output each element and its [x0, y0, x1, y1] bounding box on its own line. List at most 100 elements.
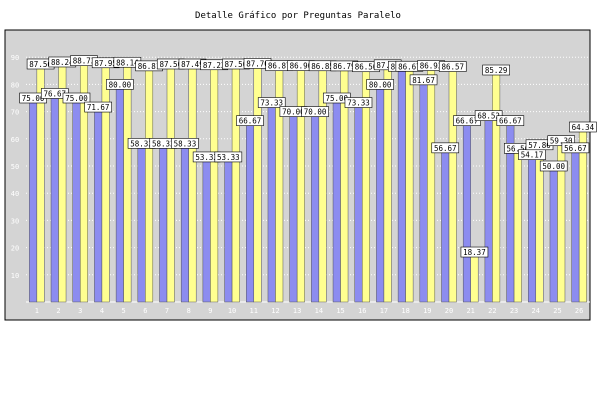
- y-tick-label: 90: [11, 54, 19, 62]
- x-tick-label: 4: [100, 307, 104, 315]
- value-label: 70.00: [304, 108, 327, 117]
- y-tick-label: 60: [11, 136, 19, 144]
- value-label: 54.17: [521, 151, 544, 160]
- bar-series-1: [202, 156, 211, 303]
- bar-series-2: [470, 251, 479, 303]
- value-label-box: [236, 115, 264, 126]
- value-label: 88.73: [73, 57, 96, 66]
- bar-series-2: [578, 126, 587, 303]
- value-label: 87.49: [181, 60, 204, 69]
- value-label: 71.67: [87, 103, 110, 112]
- x-tick-label: 19: [423, 307, 431, 315]
- bar-series-1: [115, 84, 124, 303]
- x-tick-label: 1: [35, 307, 39, 315]
- x-tick-label: 24: [532, 307, 540, 315]
- x-tick-label: 5: [122, 307, 126, 315]
- bar-series-1: [332, 97, 341, 303]
- value-label: 87.22: [203, 61, 226, 70]
- value-label: 66.67: [456, 117, 479, 126]
- bar-series-1: [397, 66, 406, 303]
- x-tick-label: 25: [553, 307, 561, 315]
- value-label-box: [344, 97, 373, 108]
- x-tick-label: 11: [250, 307, 258, 315]
- bar-series-1: [289, 111, 298, 303]
- bar-series-1: [29, 97, 38, 303]
- bar-series-1: [376, 84, 385, 303]
- bar-series-1: [94, 106, 103, 303]
- value-label: 75.00: [65, 94, 88, 103]
- value-label: 56.67: [564, 144, 587, 153]
- value-label: 86.57: [441, 63, 464, 72]
- value-label-box: [84, 101, 112, 113]
- bar-series-2: [448, 66, 457, 303]
- value-label: 87.50: [225, 60, 248, 69]
- value-label: 80.00: [369, 80, 392, 89]
- value-label: 56.67: [434, 144, 457, 153]
- value-label: 75.00: [22, 94, 45, 103]
- value-label: 86.93: [420, 62, 443, 71]
- value-label: 73.33: [260, 99, 283, 108]
- value-label-box: [438, 61, 467, 72]
- x-tick-label: 7: [165, 307, 169, 315]
- bar-series-1: [354, 102, 363, 303]
- value-label-box: [561, 142, 590, 154]
- bar-series-2: [101, 62, 110, 303]
- x-tick-label: 13: [293, 307, 301, 315]
- value-label-box: [496, 115, 525, 126]
- x-tick-label: 14: [315, 307, 323, 315]
- value-label-box: [547, 135, 576, 147]
- x-tick-label: 2: [56, 307, 60, 315]
- bar-series-2: [513, 148, 522, 303]
- bar-series-2: [123, 62, 132, 303]
- value-label-box: [569, 121, 597, 133]
- y-tick-label: 30: [11, 217, 19, 225]
- value-label-box: [171, 138, 199, 149]
- bar-series-1: [311, 111, 320, 303]
- value-label-box: [460, 246, 489, 258]
- value-label-box: [62, 92, 91, 104]
- value-label-box: [106, 79, 134, 90]
- value-label: 87.50: [29, 60, 52, 69]
- y-tick-label: 10: [11, 272, 19, 280]
- value-label: 86.87: [268, 62, 291, 71]
- value-label: 87.95: [94, 59, 117, 68]
- value-label: 85.29: [485, 66, 508, 75]
- y-tick-label: 40: [11, 190, 19, 198]
- bar-series-1: [246, 120, 255, 303]
- value-label: 70.00: [282, 108, 305, 117]
- value-label: 57.80: [528, 141, 551, 150]
- value-label-box: [214, 151, 243, 163]
- value-label: 88.14: [116, 58, 139, 67]
- bar-series-1: [224, 156, 233, 303]
- value-label: 18.37: [463, 248, 486, 257]
- x-tick-label: 10: [228, 307, 236, 315]
- value-label: 68.52: [477, 112, 500, 121]
- bar-series-2: [383, 64, 392, 303]
- bar-series-1: [528, 154, 537, 303]
- bar-series-1: [180, 143, 189, 303]
- bar-series-2: [145, 65, 154, 303]
- chart-title: Detalle Gráfico por Preguntas Paralelo: [195, 11, 401, 21]
- value-label: 53.33: [195, 153, 218, 162]
- value-label: 86.81: [138, 62, 161, 71]
- x-tick-label: 20: [445, 307, 453, 315]
- value-label: 86.79: [333, 62, 356, 71]
- x-tick-label: 22: [488, 307, 496, 315]
- x-tick-label: 15: [336, 307, 344, 315]
- x-tick-label: 17: [380, 307, 388, 315]
- y-tick-label: 70: [11, 109, 19, 117]
- x-tick-label: 9: [208, 307, 212, 315]
- x-tick-label: 23: [510, 307, 518, 315]
- value-label-box: [539, 160, 568, 172]
- bar-series-2: [492, 69, 501, 303]
- value-label: 76.67: [43, 89, 66, 98]
- bar-series-2: [166, 63, 175, 303]
- value-label: 58.33: [130, 139, 153, 148]
- bar-series-1: [549, 165, 558, 303]
- bar-series-1: [159, 143, 168, 303]
- value-label: 81.67: [412, 76, 435, 85]
- value-label: 50.00: [542, 162, 565, 171]
- value-label: 80.00: [109, 80, 132, 89]
